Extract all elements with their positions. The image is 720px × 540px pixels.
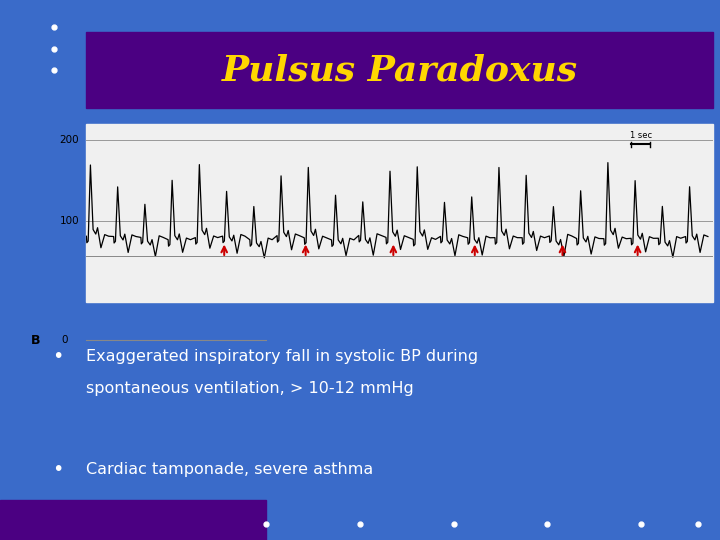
Bar [0,500,266,540]
Text: Pulsus Paradoxus: Pulsus Paradoxus [222,53,577,87]
Text: Exaggerated inspiratory fall in systolic BP during: Exaggerated inspiratory fall in systolic… [86,349,479,364]
Bar [86,32,713,108]
Text: spontaneous ventilation, > 10-12 mmHg: spontaneous ventilation, > 10-12 mmHg [86,381,414,396]
Text: •: • [52,347,63,366]
Text: •: • [52,460,63,480]
Text: 0: 0 [61,335,68,345]
Text: 100: 100 [60,217,79,226]
Text: B: B [31,334,41,347]
Text: 200: 200 [60,136,79,145]
Bar [86,124,713,302]
Text: Cardiac tamponade, severe asthma: Cardiac tamponade, severe asthma [86,462,374,477]
Text: 1 sec: 1 sec [630,131,652,140]
